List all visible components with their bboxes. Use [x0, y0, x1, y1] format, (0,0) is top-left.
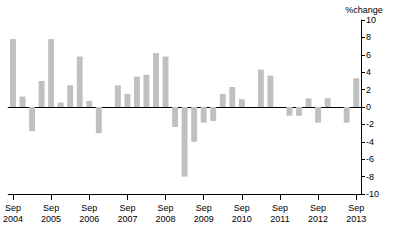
svg-text:Sep: Sep: [81, 203, 97, 213]
svg-text:-4: -4: [366, 137, 374, 147]
svg-text:2007: 2007: [117, 214, 137, 224]
svg-text:2013: 2013: [346, 214, 366, 224]
svg-text:2009: 2009: [194, 214, 214, 224]
svg-text:-6: -6: [366, 154, 374, 164]
svg-text:-8: -8: [366, 172, 374, 182]
svg-text:Sep: Sep: [43, 203, 59, 213]
svg-text:-2: -2: [366, 119, 374, 129]
svg-text:Sep: Sep: [310, 203, 326, 213]
svg-text:2011: 2011: [270, 214, 289, 224]
svg-text:8: 8: [366, 32, 371, 42]
svg-text:%change: %change: [345, 5, 383, 15]
svg-text:2004: 2004: [3, 214, 23, 224]
svg-text:Sep: Sep: [5, 203, 21, 213]
svg-text:2010: 2010: [232, 214, 252, 224]
svg-text:Sep: Sep: [196, 203, 212, 213]
svg-text:2: 2: [366, 85, 371, 95]
svg-text:10: 10: [366, 15, 376, 25]
svg-text:2005: 2005: [41, 214, 61, 224]
svg-text:2008: 2008: [156, 214, 176, 224]
svg-text:4: 4: [366, 67, 371, 77]
svg-text:Sep: Sep: [119, 203, 135, 213]
svg-text:Sep: Sep: [348, 203, 364, 213]
svg-text:Sep: Sep: [272, 203, 288, 213]
svg-text:-10: -10: [366, 189, 379, 199]
svg-text:Sep: Sep: [234, 203, 250, 213]
svg-text:2006: 2006: [79, 214, 99, 224]
svg-text:Sep: Sep: [158, 203, 174, 213]
svg-text:0: 0: [366, 102, 371, 112]
svg-text:2012: 2012: [308, 214, 328, 224]
svg-text:6: 6: [366, 50, 371, 60]
